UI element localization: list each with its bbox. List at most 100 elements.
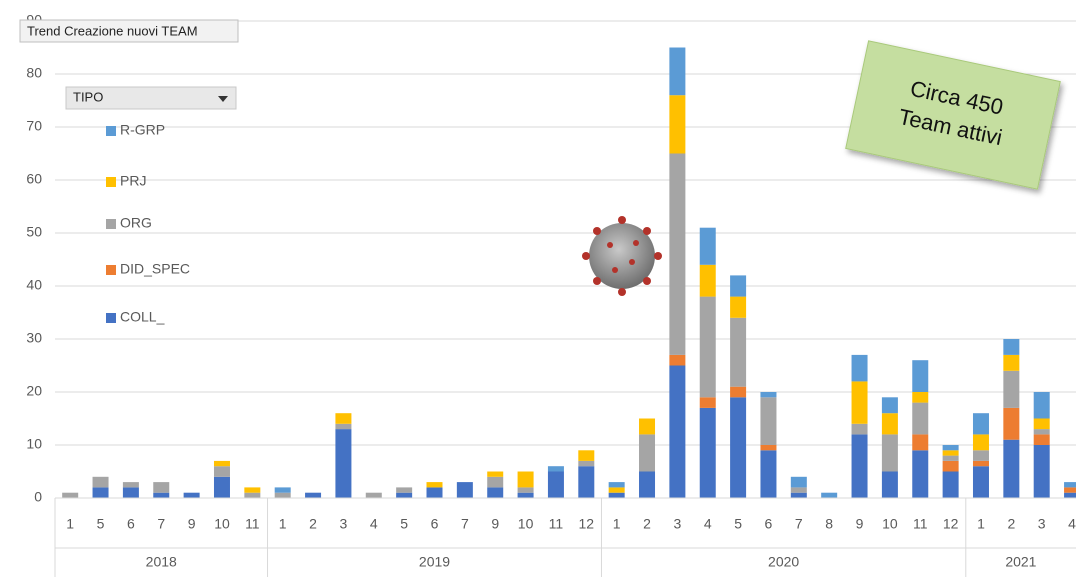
bar-segment — [62, 493, 78, 498]
bar-segment — [852, 355, 868, 382]
bar-segment — [153, 482, 169, 493]
bar-segment — [366, 493, 382, 498]
bar-segment — [244, 493, 260, 498]
bar-segment — [730, 397, 746, 498]
bar-segment — [912, 403, 928, 435]
x-tick-label: 6 — [431, 516, 439, 532]
x-tick-label: 5 — [97, 516, 105, 532]
bar-segment — [730, 318, 746, 387]
x-tick-label: 6 — [765, 516, 773, 532]
bar-segment — [93, 477, 109, 488]
x-tick-label: 4 — [1068, 516, 1076, 532]
x-tick-label: 5 — [734, 516, 742, 532]
x-tick-label: 4 — [704, 516, 712, 532]
legend-swatch — [106, 126, 116, 136]
bar-segment — [1003, 440, 1019, 498]
bar-segment — [791, 477, 807, 488]
bar-segment — [973, 461, 989, 466]
bar-segment — [1064, 482, 1076, 487]
chart: 0102030405060708090156791011201812345679… — [0, 0, 1076, 577]
y-tick-label: 20 — [26, 383, 42, 399]
bar-segment — [730, 387, 746, 398]
x-tick-label: 3 — [673, 516, 681, 532]
bar-segment — [973, 413, 989, 434]
bar-segment — [1003, 371, 1019, 408]
bar-segment — [123, 487, 139, 498]
bar-segment — [882, 397, 898, 413]
y-tick-label: 50 — [26, 224, 42, 240]
bar-segment — [335, 413, 351, 424]
bar-segment — [669, 366, 685, 499]
bar-segment — [760, 445, 776, 450]
bar-segment — [1064, 487, 1076, 492]
bar-segment — [852, 424, 868, 435]
bar-segment — [852, 381, 868, 423]
bar-segment — [973, 450, 989, 461]
bar-segment — [639, 434, 655, 471]
x-tick-label: 7 — [795, 516, 803, 532]
bar-segment — [275, 487, 291, 492]
y-tick-label: 10 — [26, 436, 42, 452]
x-tick-label: 6 — [127, 516, 135, 532]
group-label: 2021 — [1005, 554, 1036, 570]
bar-segment — [1034, 419, 1050, 430]
bar-segment — [760, 397, 776, 445]
bar-segment — [912, 392, 928, 403]
bar-segment — [973, 466, 989, 498]
bar-segment — [214, 461, 230, 466]
bar-segment — [760, 392, 776, 397]
bar-segment — [1003, 339, 1019, 355]
bar-segment — [153, 493, 169, 498]
bar-segment — [518, 487, 534, 492]
bar-segment — [639, 419, 655, 435]
x-tick-label: 11 — [245, 516, 260, 532]
x-tick-label: 8 — [825, 516, 833, 532]
bar-segment — [943, 450, 959, 455]
bar-segment — [882, 434, 898, 471]
bar-segment — [730, 275, 746, 296]
bar-segment — [1034, 392, 1050, 419]
bar-segment — [609, 487, 625, 492]
bar-segment — [548, 466, 564, 471]
x-tick-label: 1 — [613, 516, 621, 532]
bar-segment — [700, 408, 716, 498]
group-label: 2020 — [768, 554, 799, 570]
bar-segment — [943, 472, 959, 499]
x-tick-label: 9 — [856, 516, 864, 532]
bar-segment — [184, 493, 200, 498]
bar-segment — [882, 413, 898, 434]
bar-segment — [123, 482, 139, 487]
bar-segment — [669, 95, 685, 153]
x-tick-label: 4 — [370, 516, 378, 532]
bar-segment — [275, 493, 291, 498]
bar-segment — [487, 472, 503, 477]
bar-segment — [912, 450, 928, 498]
bar-segment — [730, 297, 746, 318]
bar-segment — [700, 265, 716, 297]
legend-swatch — [106, 265, 116, 275]
y-tick-label: 0 — [34, 489, 42, 505]
bar-segment — [214, 466, 230, 477]
bar-segment — [1034, 429, 1050, 434]
legend-swatch — [106, 219, 116, 229]
x-tick-label: 3 — [340, 516, 348, 532]
bar-segment — [669, 48, 685, 96]
bar-segment — [1003, 355, 1019, 371]
bar-segment — [973, 434, 989, 450]
bar-segment — [609, 482, 625, 487]
bar-segment — [882, 472, 898, 499]
x-tick-label: 10 — [214, 516, 230, 532]
legend-swatch — [106, 313, 116, 323]
virus-icon — [582, 216, 662, 296]
bar-segment — [518, 493, 534, 498]
bar-segment — [335, 424, 351, 429]
x-tick-label: 5 — [400, 516, 408, 532]
bar-segment — [912, 434, 928, 450]
bar-segment — [244, 487, 260, 492]
x-tick-label: 1 — [66, 516, 74, 532]
legend-label: COLL_ — [120, 309, 165, 325]
x-tick-label: 10 — [882, 516, 898, 532]
bar-segment — [214, 477, 230, 498]
x-tick-label: 9 — [491, 516, 499, 532]
group-label: 2019 — [419, 554, 450, 570]
